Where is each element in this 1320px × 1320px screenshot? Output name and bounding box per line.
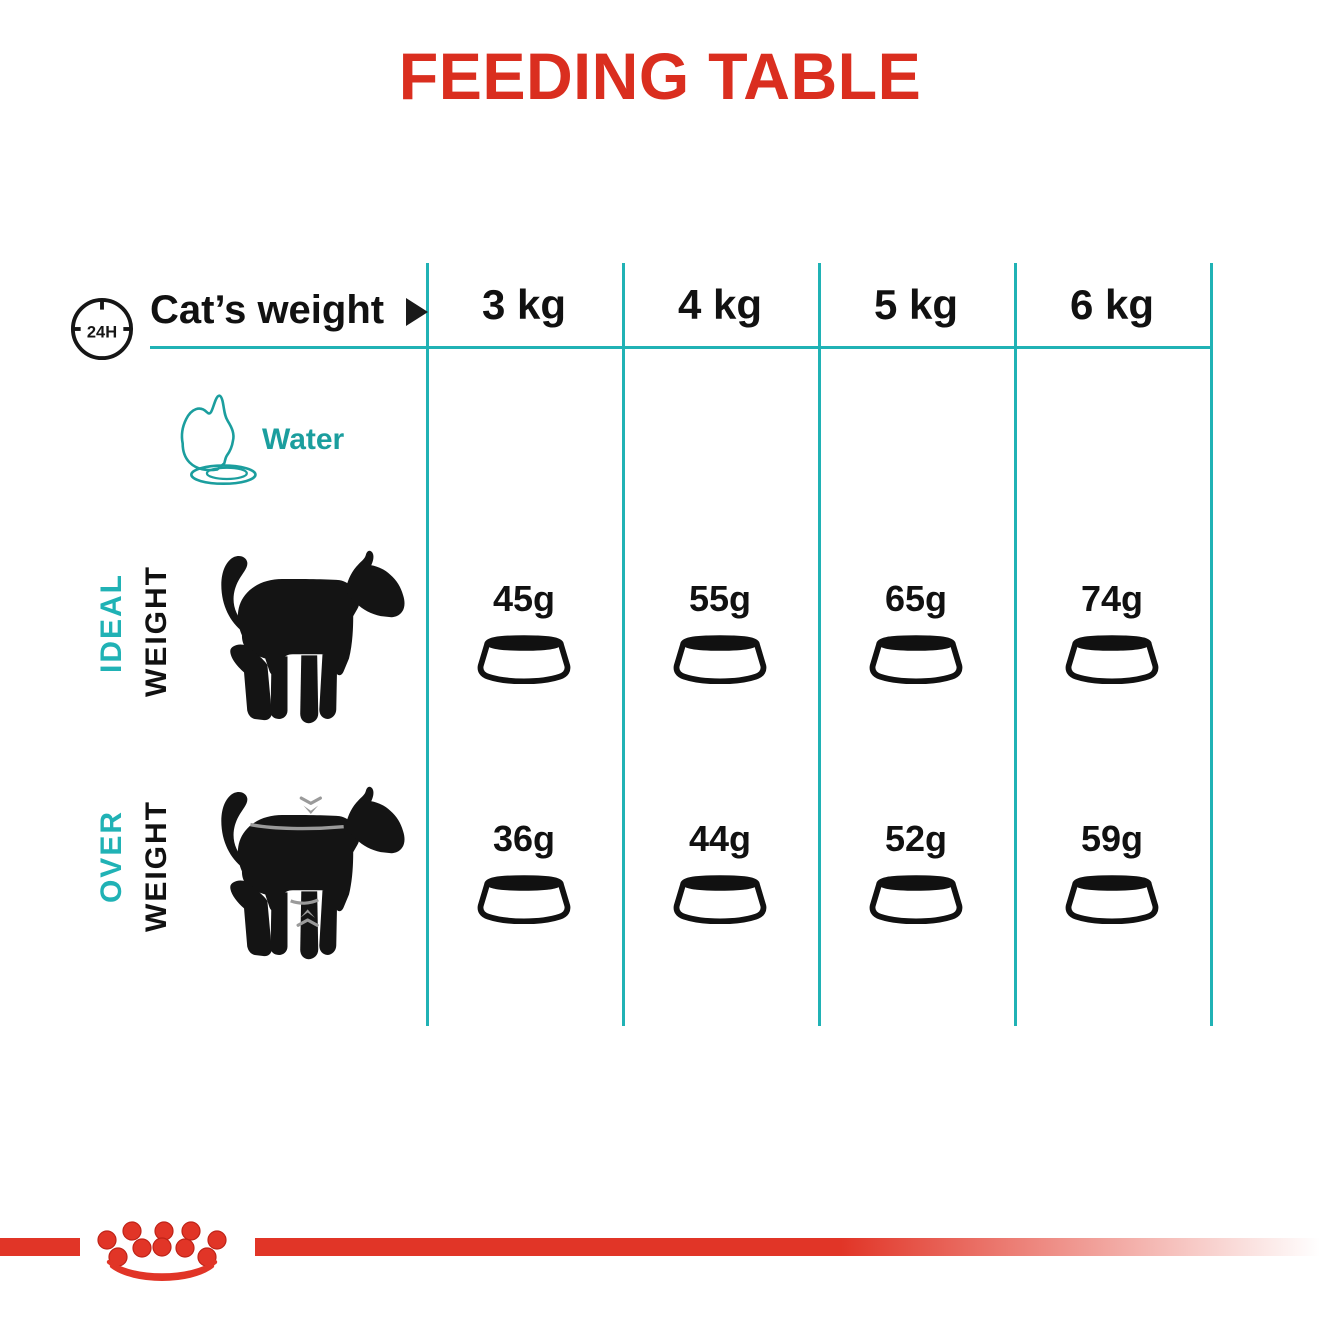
svg-text:24H: 24H bbox=[87, 324, 117, 342]
